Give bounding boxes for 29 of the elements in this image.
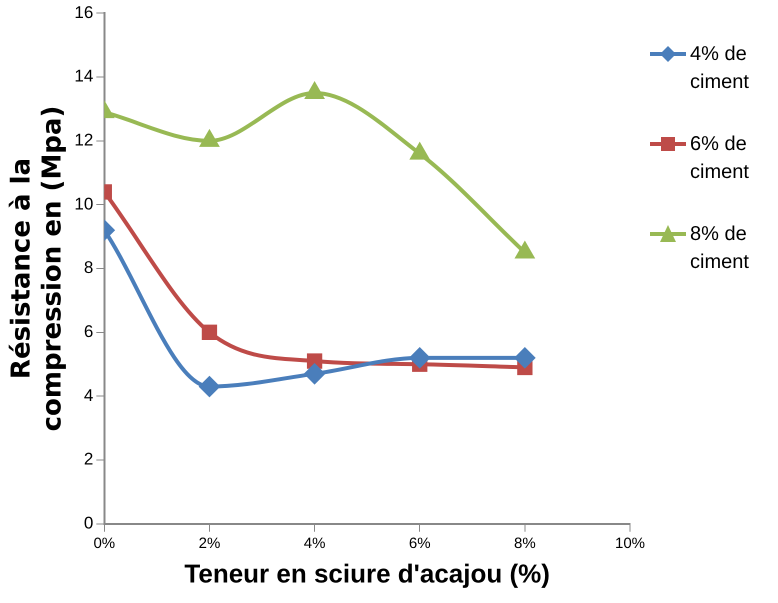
x-tick-label: 0% [93, 534, 116, 552]
point [200, 130, 218, 147]
y-tick-label: 12 [74, 130, 94, 150]
y-axis-title: Résistance à la compression en (Mpa) [6, 106, 68, 432]
x-tick-label: 2% [198, 534, 220, 552]
y-tick-label: 8 [84, 258, 94, 278]
x-tick-label: 8% [514, 534, 536, 552]
point [516, 242, 534, 259]
x-tick-label: 10% [614, 534, 646, 552]
x-tick-label: 4% [304, 534, 326, 552]
point [410, 348, 430, 368]
y-tick-label: 16 [74, 2, 94, 22]
y-tick-label: 4 [84, 386, 94, 405]
y-tick-label: 10 [74, 194, 94, 214]
point [202, 324, 218, 340]
point [199, 376, 220, 397]
legend-label: 6% de ciment [690, 132, 750, 185]
point [410, 144, 429, 160]
point [304, 364, 325, 384]
y-tick-label: 0 [84, 513, 94, 532]
legend-label: 8% de ciment [690, 222, 750, 275]
point [306, 82, 324, 99]
x-tick-label: 6% [408, 534, 431, 552]
y-tick-label: 6 [84, 322, 94, 342]
y-tick-label: 14 [74, 66, 94, 86]
legend-label: 4% de ciment [690, 42, 750, 95]
y-tick-label: 2 [84, 450, 94, 469]
point [514, 348, 535, 368]
x-axis-title: Teneur en sciure d'acajou (%) [184, 558, 550, 589]
